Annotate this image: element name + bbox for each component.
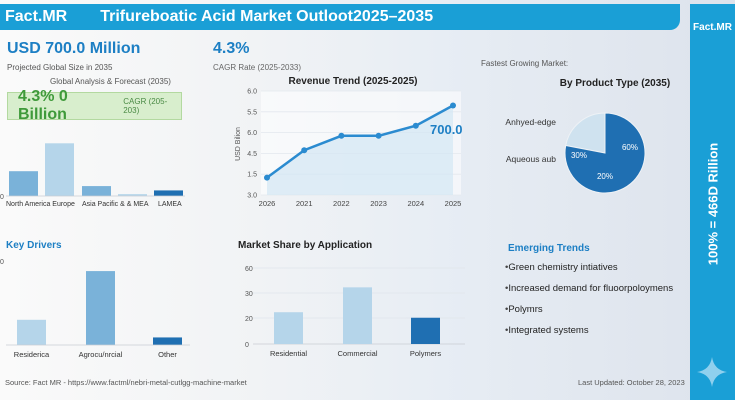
- page-title: Trifureboatic Acid Market Outloot2025–20…: [100, 8, 434, 25]
- app-x-label: Commercial: [337, 349, 377, 358]
- trend-x-tick: 2025: [445, 199, 462, 208]
- highlight-label: CAGR (205-203): [123, 97, 168, 115]
- market-size-label: Projected Global Size in 2035: [7, 63, 113, 72]
- revenue-trend-chart: Revenue Trend (2025-2025) 6.0 5.5 6.0 4.5 1.…: [235, 76, 463, 208]
- pie-slice: [565, 112, 606, 154]
- pie-title: By Product Type (2035): [560, 78, 670, 89]
- brand-logo: Fact.MR: [5, 8, 68, 25]
- drivers-bar: [17, 319, 46, 345]
- app-bar: [274, 312, 303, 344]
- trend-item: Integrated systems: [505, 325, 673, 346]
- pie-slice-text: 20%: [597, 172, 613, 181]
- regional-bar-chart: 0 North America Europe Asia Pacific & & …: [0, 143, 185, 208]
- trend-item: Polymrs: [505, 304, 673, 325]
- pie-slice-text: 60%: [622, 143, 638, 152]
- pie-label: Anhyed-edge: [505, 117, 556, 127]
- pie-slice-text: 30%: [571, 151, 587, 160]
- regional-bar: [118, 194, 147, 196]
- trend-point: [375, 132, 382, 139]
- highlight-value: 4.3% 0 Billion: [18, 88, 68, 123]
- trend-y-tick: 1.5: [247, 172, 257, 179]
- drivers-x-label: Other: [158, 350, 177, 359]
- trend-point: [412, 122, 419, 129]
- app-y-tick: 0: [245, 342, 249, 349]
- right-sidebar: Fact.MR 100% = 466D Rillion: [690, 4, 735, 400]
- trend-title: Revenue Trend (2025-2025): [289, 76, 418, 87]
- trend-x-tick: 2021: [296, 199, 313, 208]
- last-updated: Last Updated: October 28, 2023: [578, 378, 685, 387]
- trend-line: [266, 104, 454, 179]
- trend-annotation: 700.0: [430, 122, 463, 137]
- regional-x-label: Asia Pacific & & MEA: [82, 201, 149, 208]
- trend-point: [301, 147, 308, 154]
- market-size-value: USD 700.0 Million: [7, 40, 141, 57]
- app-y-tick: 60: [245, 266, 253, 273]
- app-x-label: Polymers: [410, 349, 442, 358]
- trend-x-tick: 2022: [333, 199, 350, 208]
- cagr-label: CAGR Rate (2025-2033): [213, 63, 302, 72]
- cagr-value: 4.3%: [213, 40, 250, 57]
- trend-y-tick: 6.0: [247, 130, 257, 137]
- regional-bar: [82, 186, 111, 196]
- market-share-bar-chart: 60 30 20 0 Residential Commercial Polymers: [245, 266, 465, 358]
- trend-x-tick: 2026: [259, 199, 276, 208]
- trend-x-tick: 2024: [407, 199, 424, 208]
- trend-item: Increased demand for fluoorpoloymens: [505, 283, 673, 304]
- emerging-trends-list: Green chemistry intiatives Increased dem…: [505, 262, 673, 346]
- fastest-growing-label: Fastest Growing Market:: [481, 59, 569, 68]
- drivers-bar: [153, 337, 182, 345]
- trend-y-tick: 5.5: [247, 109, 257, 116]
- trend-area: [267, 105, 453, 195]
- trend-item: Green chemistry intiatives: [505, 262, 673, 283]
- highlight-box: 4.3% 0 Billion CAGR (205-203): [7, 88, 182, 123]
- analysis-label: Global Analysis & Forecast (2035): [50, 77, 171, 86]
- drivers-y-tick: 0: [0, 259, 4, 266]
- pie-slice: [564, 112, 646, 194]
- regional-bar: [45, 143, 74, 196]
- regional-bar: [154, 190, 183, 196]
- key-drivers-bar-chart: 0 Residerica Agrocu/nrcial Other: [0, 259, 190, 359]
- trend-y-tick: 4.5: [247, 151, 257, 158]
- app-y-tick: 20: [245, 316, 253, 323]
- drivers-bar: [86, 271, 115, 345]
- regional-bar: [9, 171, 38, 196]
- market-share-title: Market Share by Application: [238, 240, 373, 251]
- sidebar-brand: Fact.MR: [693, 22, 732, 33]
- sparkle-icon: [697, 357, 727, 387]
- app-bar: [411, 317, 440, 344]
- sidebar-total-label: 100% = 466D Rillion: [705, 142, 720, 266]
- product-type-pie-chart: By Product Type (2035) Anhyed-edge Aqueo…: [505, 78, 670, 194]
- trend-y-axis-label: USD Bilion: [235, 127, 242, 161]
- drivers-x-label: Agrocu/nrcial: [79, 350, 123, 359]
- app-x-label: Residential: [270, 349, 307, 358]
- regional-x-label: LAMEA: [158, 201, 182, 208]
- source-footer: Source: Fact MR - https://www.factml/neb…: [5, 378, 247, 387]
- trend-point: [450, 102, 456, 109]
- key-drivers-title: Key Drivers: [6, 240, 62, 251]
- drivers-x-label: Residerica: [14, 350, 50, 359]
- trend-point: [338, 132, 345, 139]
- app-bar: [343, 287, 372, 344]
- trend-point: [264, 174, 270, 181]
- regional-y-tick: 0: [0, 194, 4, 201]
- regional-x-label: North America Europe: [6, 201, 75, 208]
- header-bar: Fact.MR Trifureboatic Acid Market Outloo…: [0, 4, 680, 30]
- app-y-tick: 30: [245, 291, 253, 298]
- trend-y-tick: 3.0: [247, 193, 257, 200]
- pie-label: Aqueous aub: [506, 154, 556, 164]
- emerging-trends-title: Emerging Trends: [508, 243, 590, 254]
- trend-x-tick: 2023: [370, 199, 387, 208]
- trend-y-tick: 6.0: [247, 89, 257, 96]
